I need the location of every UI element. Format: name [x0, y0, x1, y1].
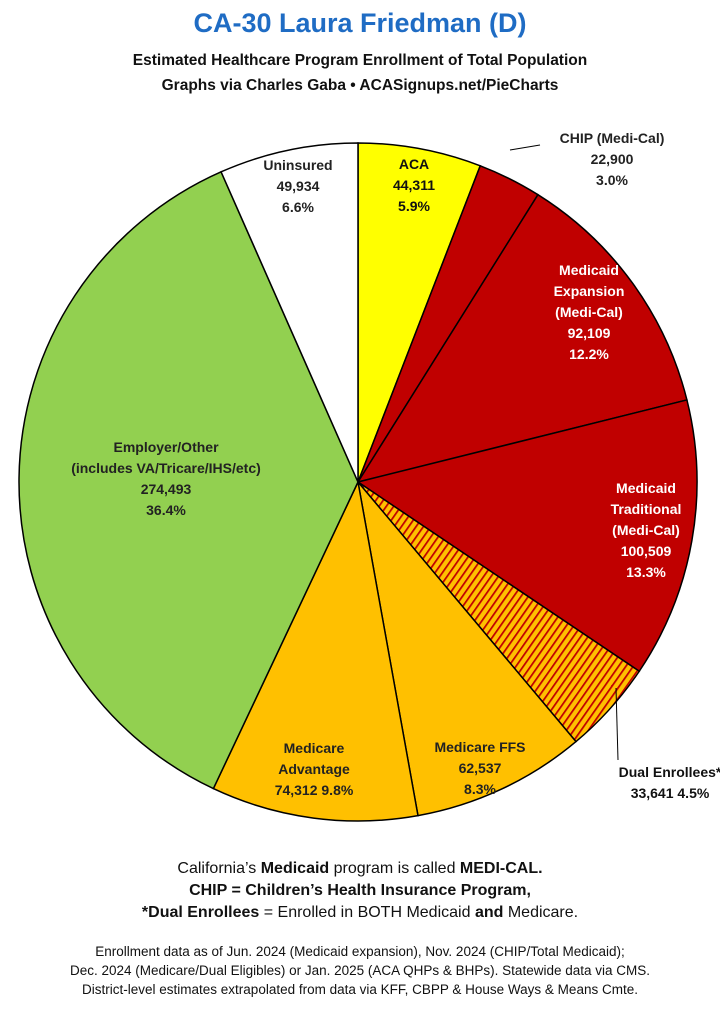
pie-slice-5	[356, 479, 578, 817]
leader-line-1	[509, 144, 541, 151]
slice-label-5: Medicare FFS 62,537 8.3%	[434, 739, 525, 797]
note-line-1: California’s Medicaid program is called …	[177, 860, 543, 877]
slice-label-4: Dual Enrollees* 33,641 4.5%	[619, 764, 720, 801]
pie-slice-2	[356, 193, 688, 484]
leader-line-4	[615, 687, 619, 761]
pie-slice-0	[357, 142, 482, 483]
slice-label-7: Employer/Other (includes VA/Tricare/IHS/e…	[71, 439, 261, 518]
source-footnote: Enrollment data as of Jun. 2024 (Medicai…	[0, 942, 720, 999]
slice-label-1: CHIP (Medi-Cal) 22,900 3.0%	[560, 130, 665, 188]
note-line-3: *Dual Enrollees = Enrolled in BOTH Medic…	[141, 904, 579, 921]
footnote-line-2: Dec. 2024 (Medicare/Dual Eligibles) or J…	[70, 963, 650, 978]
slice-label-0: ACA 44,311 5.9%	[393, 156, 435, 214]
pie-chart: ACA 44,311 5.9% CHIP (Medi-Cal) 22,900 3.0% Me…	[18, 130, 720, 822]
slice-label-8: Uninsured 49,934 6.6%	[263, 157, 332, 215]
pie-slice-6	[212, 479, 419, 822]
pie-slice-3	[356, 399, 698, 673]
slice-label-2: Medicaid Expansion (Medi-Cal) 92,109 12.2%	[554, 262, 625, 362]
chart-credit: Graphs via Charles Gaba • ACASignups.net…	[161, 77, 559, 94]
notes: California’s Medicaid program is called …	[0, 858, 720, 924]
footnote-line-1: Enrollment data as of Jun. 2024 (Medicai…	[95, 944, 625, 959]
chart-subtitle: Estimated Healthcare Program Enrollment …	[132, 52, 588, 69]
slice-label-3: Medicaid Traditional (Medi-Cal) 100,509 13.3…	[611, 480, 682, 580]
chart-title: CA-30 Laura Friedman (D)	[193, 8, 527, 38]
pie-slice-8	[220, 142, 359, 483]
note-line-2: CHIP = Children’s Health Insurance Progr…	[189, 882, 531, 899]
slice-label-6: Medicare Advantage 74,312 9.8%	[275, 740, 354, 798]
footnote-line-3: District-level estimates extrapolated fr…	[82, 982, 638, 997]
pie-slice-7	[18, 170, 359, 790]
